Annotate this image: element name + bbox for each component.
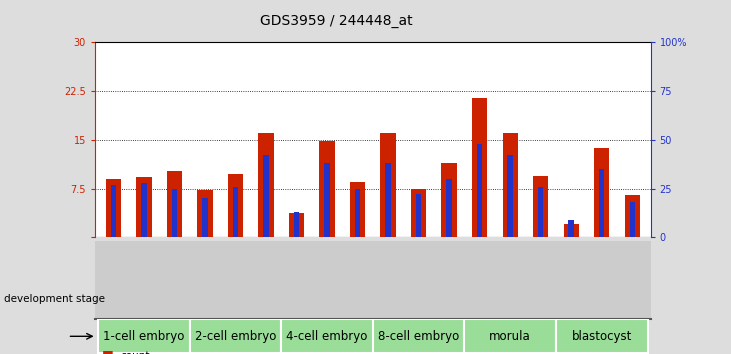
Text: ■: ■ — [102, 348, 114, 354]
Bar — [294, 212, 299, 237]
Bar — [258, 133, 273, 237]
Bar — [442, 162, 457, 237]
Bar — [625, 195, 640, 237]
Bar — [106, 179, 121, 237]
Bar — [538, 187, 543, 237]
Bar — [355, 188, 360, 237]
Bar — [477, 144, 482, 237]
Bar — [472, 98, 488, 237]
Bar — [569, 219, 574, 237]
Bar — [411, 188, 426, 237]
Text: blastocyst: blastocyst — [572, 330, 632, 343]
Bar — [228, 173, 243, 237]
Bar — [281, 319, 373, 353]
Bar — [507, 155, 513, 237]
Bar — [167, 171, 182, 237]
Text: morula: morula — [489, 330, 531, 343]
Bar — [380, 133, 395, 237]
Text: 2-cell embryo: 2-cell embryo — [194, 330, 276, 343]
Text: development stage: development stage — [4, 294, 105, 304]
Bar — [385, 163, 391, 237]
Bar — [232, 187, 238, 237]
Bar — [373, 319, 464, 353]
Bar — [289, 212, 304, 237]
Text: GDS3959 / 244448_at: GDS3959 / 244448_at — [260, 14, 412, 28]
Bar — [319, 141, 335, 237]
Bar — [141, 183, 147, 237]
Bar — [416, 194, 421, 237]
Bar — [172, 188, 177, 237]
Bar — [325, 163, 330, 237]
Bar — [350, 182, 366, 237]
Bar — [556, 319, 648, 353]
Text: 4-cell embryo: 4-cell embryo — [287, 330, 368, 343]
Bar — [98, 319, 189, 353]
Bar — [136, 177, 151, 237]
Bar — [564, 224, 579, 237]
Text: 1-cell embryo: 1-cell embryo — [103, 330, 184, 343]
Bar — [594, 148, 610, 237]
Text: 8-cell embryo: 8-cell embryo — [378, 330, 459, 343]
Bar — [197, 190, 213, 237]
Text: count: count — [121, 351, 150, 354]
Bar — [189, 319, 281, 353]
Bar — [110, 185, 116, 237]
Bar — [629, 202, 635, 237]
Bar — [447, 179, 452, 237]
Bar — [533, 176, 548, 237]
Bar — [599, 169, 605, 237]
Bar — [502, 133, 518, 237]
Bar — [202, 198, 208, 237]
Bar — [464, 319, 556, 353]
Bar — [263, 155, 269, 237]
